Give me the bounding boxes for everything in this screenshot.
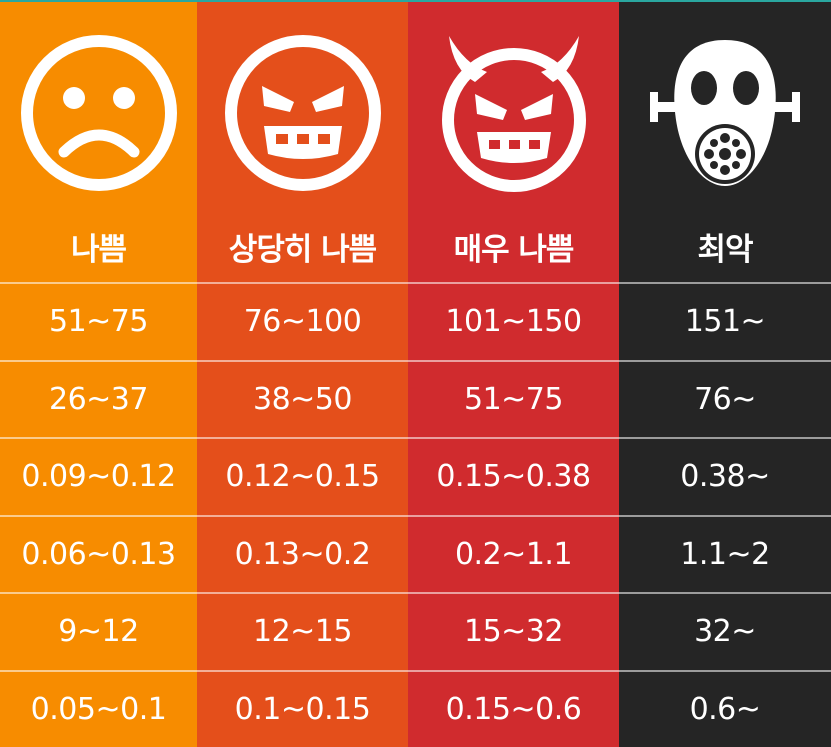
table-cell: 26~37 bbox=[0, 359, 197, 437]
header-label: 매우 나쁨 bbox=[453, 232, 575, 268]
table-cell: 0.13~0.2 bbox=[197, 514, 408, 592]
table-cell: 101~150 bbox=[408, 282, 619, 360]
table-cell: 12~15 bbox=[197, 592, 408, 670]
table-cell: 0.15~0.6 bbox=[408, 669, 619, 747]
header-label: 나쁨 bbox=[70, 232, 127, 268]
table-cell: 38~50 bbox=[197, 359, 408, 437]
header-label: 최악 bbox=[697, 232, 753, 268]
header-bad: 나쁨 bbox=[0, 0, 197, 282]
table-cell: 0.09~0.12 bbox=[0, 437, 197, 515]
gas-mask-icon bbox=[650, 40, 800, 186]
devil-face-icon bbox=[441, 36, 586, 192]
header-label: 상당히 나쁨 bbox=[228, 232, 377, 268]
header-very-bad: 매우 나쁨 bbox=[408, 0, 619, 282]
table-cell: 9~12 bbox=[0, 592, 197, 670]
table-cell: 51~75 bbox=[408, 359, 619, 437]
table-cell: 0.38~ bbox=[619, 437, 831, 515]
table-cell: 0.15~0.38 bbox=[408, 437, 619, 515]
header-quite-bad: 상당히 나쁨 bbox=[197, 0, 408, 282]
angry-face-icon bbox=[224, 35, 381, 191]
table-cell: 0.1~0.15 bbox=[197, 669, 408, 747]
table-cell: 76~ bbox=[619, 359, 831, 437]
header-worst: 최악 bbox=[619, 0, 831, 282]
table-cell: 32~ bbox=[619, 592, 831, 670]
table-cell: 0.12~0.15 bbox=[197, 437, 408, 515]
sad-face-icon bbox=[20, 35, 177, 191]
table-cell: 0.6~ bbox=[619, 669, 831, 747]
table-cell: 0.2~1.1 bbox=[408, 514, 619, 592]
table-cell: 15~32 bbox=[408, 592, 619, 670]
table-cell: 76~100 bbox=[197, 282, 408, 360]
table-cell: 1.1~2 bbox=[619, 514, 831, 592]
table-cell: 151~ bbox=[619, 282, 831, 360]
table-cell: 51~75 bbox=[0, 282, 197, 360]
table-cell: 0.06~0.13 bbox=[0, 514, 197, 592]
table-cell: 0.05~0.1 bbox=[0, 669, 197, 747]
top-border bbox=[0, 0, 831, 2]
